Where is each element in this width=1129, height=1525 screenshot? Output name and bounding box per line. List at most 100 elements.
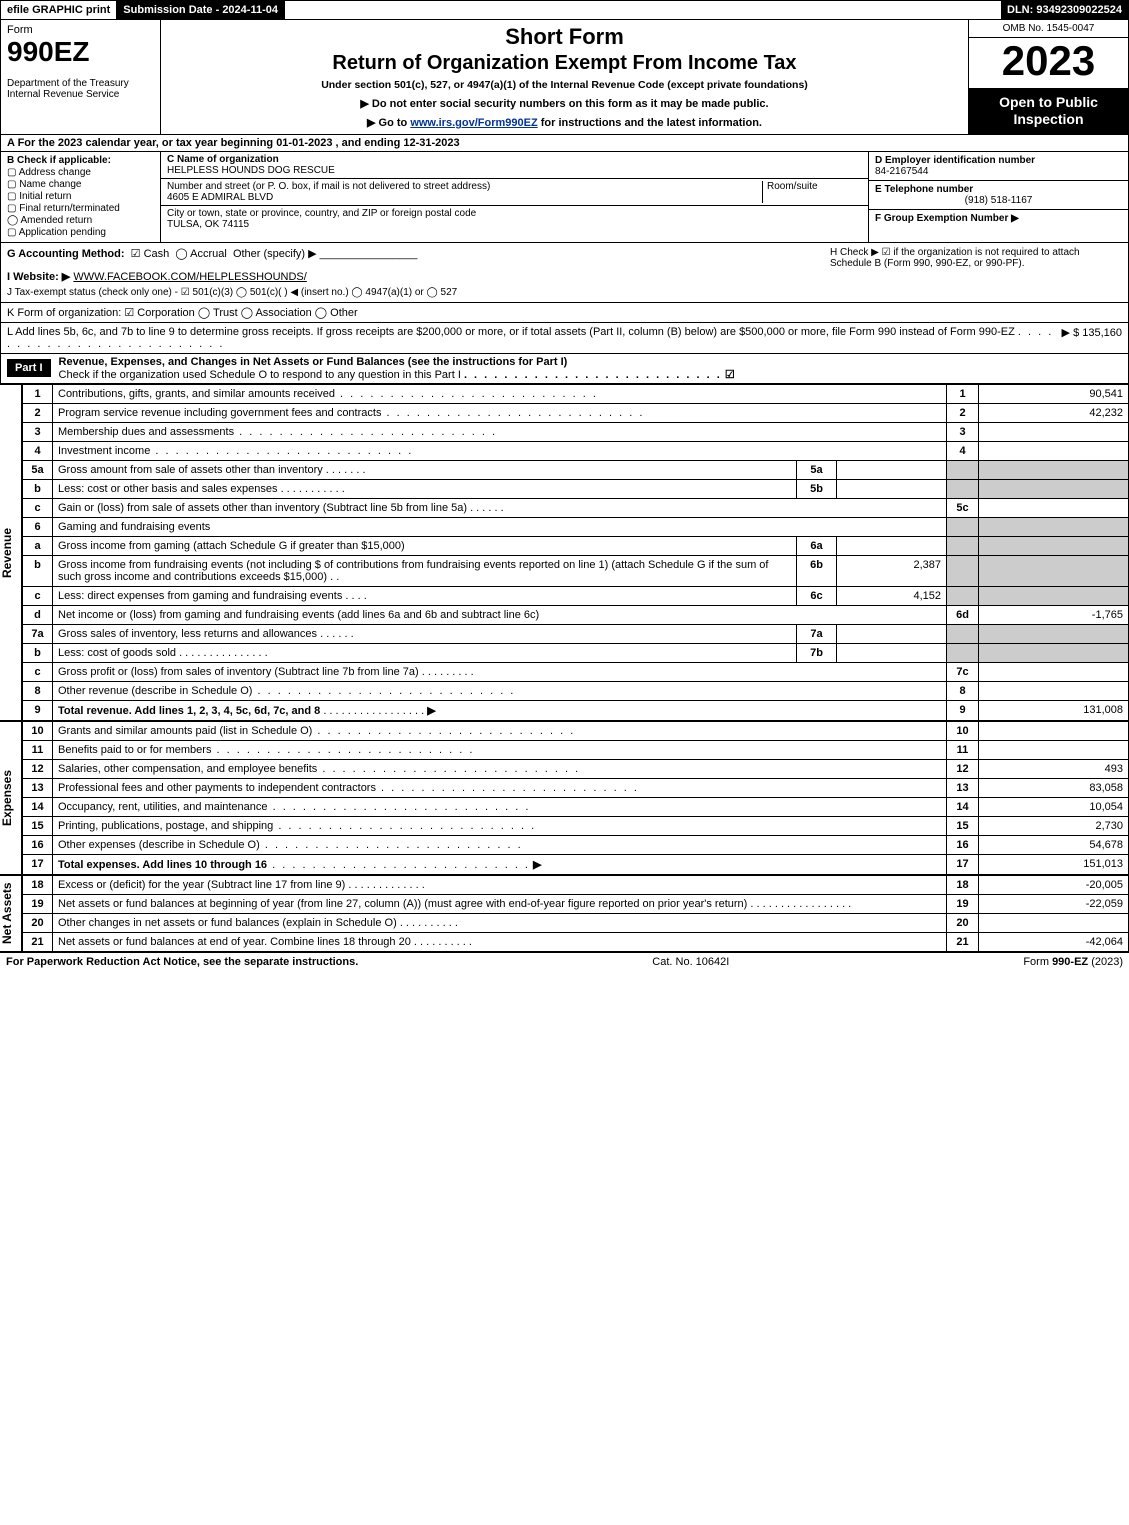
check-application-pending[interactable]: ▢ Application pending xyxy=(7,227,154,238)
line-18: 18Excess or (deficit) for the year (Subt… xyxy=(23,875,1129,894)
header-right: OMB No. 1545-0047 2023 Open to Public In… xyxy=(968,20,1128,134)
d-ein-row: D Employer identification number 84-2167… xyxy=(869,152,1128,181)
g-other: Other (specify) ▶ xyxy=(233,248,317,260)
expenses-table: 10Grants and similar amounts paid (list … xyxy=(22,721,1129,875)
netassets-side-label: Net Assets xyxy=(0,875,22,952)
col-b-checkboxes: B Check if applicable: ▢ Address change … xyxy=(1,152,161,242)
line-14: 14Occupancy, rent, utilities, and mainte… xyxy=(23,797,1129,816)
form-header: Form 990EZ Department of the Treasury In… xyxy=(0,20,1129,135)
line-17: 17Total expenses. Add lines 10 through 1… xyxy=(23,854,1129,874)
line-10: 10Grants and similar amounts paid (list … xyxy=(23,721,1129,740)
f-label: F Group Exemption Number ▶ xyxy=(875,213,1019,224)
line-6a: aGross income from gaming (attach Schedu… xyxy=(23,536,1129,555)
line-2: 2Program service revenue including gover… xyxy=(23,403,1129,422)
efile-label: efile GRAPHIC print xyxy=(1,1,117,19)
irs-label: Internal Revenue Service xyxy=(7,89,154,100)
line-19: 19Net assets or fund balances at beginni… xyxy=(23,894,1129,913)
header-center: Short Form Return of Organization Exempt… xyxy=(161,20,968,134)
col-c-org-info: C Name of organization HELPLESS HOUNDS D… xyxy=(161,152,868,242)
j-tax-exempt: J Tax-exempt status (check only one) - ☑… xyxy=(7,287,822,298)
revenue-side-label: Revenue xyxy=(0,384,22,721)
irs-link[interactable]: www.irs.gov/Form990EZ xyxy=(410,117,537,129)
section-g-h: G Accounting Method: ☑ Cash ◯ Accrual Ot… xyxy=(0,243,1129,303)
c-city-row: City or town, state or province, country… xyxy=(161,206,868,232)
footer-mid: Cat. No. 10642I xyxy=(652,956,729,968)
check-amended-return[interactable]: ◯ Amended return xyxy=(7,215,154,226)
goto-post: for instructions and the latest informat… xyxy=(538,117,762,129)
line-4: 4Investment income4 xyxy=(23,441,1129,460)
part1-title: Revenue, Expenses, and Changes in Net As… xyxy=(59,356,1122,381)
l-amount: ▶ $ 135,160 xyxy=(1062,326,1122,339)
e-phone-row: E Telephone number (918) 518-1167 xyxy=(869,181,1128,210)
g-accrual: Accrual xyxy=(190,248,227,260)
check-address-change[interactable]: ▢ Address change xyxy=(7,167,154,178)
submission-date: Submission Date - 2024-11-04 xyxy=(117,1,285,19)
line-12: 12Salaries, other compensation, and empl… xyxy=(23,759,1129,778)
open-public-box: Open to Public Inspection xyxy=(969,88,1128,134)
h-check: H Check ▶ ☑ if the organization is not r… xyxy=(822,247,1122,298)
revenue-table: 1Contributions, gifts, grants, and simil… xyxy=(22,384,1129,721)
form-word: Form xyxy=(7,24,154,36)
omb-number: OMB No. 1545-0047 xyxy=(969,20,1128,38)
top-spacer xyxy=(285,1,1001,19)
info-grid: B Check if applicable: ▢ Address change … xyxy=(0,152,1129,243)
form-number: 990EZ xyxy=(7,36,154,68)
line-11: 11Benefits paid to or for members11 xyxy=(23,740,1129,759)
city-label: City or town, state or province, country… xyxy=(167,208,476,219)
line-16: 16Other expenses (describe in Schedule O… xyxy=(23,835,1129,854)
footer-right: Form 990-EZ (2023) xyxy=(1023,956,1123,968)
line-13: 13Professional fees and other payments t… xyxy=(23,778,1129,797)
g-left: G Accounting Method: ☑ Cash ◯ Accrual Ot… xyxy=(7,247,822,298)
line-6c: cLess: direct expenses from gaming and f… xyxy=(23,586,1129,605)
row-a-text: A For the 2023 calendar year, or tax yea… xyxy=(7,137,460,149)
page-footer: For Paperwork Reduction Act Notice, see … xyxy=(0,952,1129,971)
line-5b: bLess: cost or other basis and sales exp… xyxy=(23,479,1129,498)
line-7a: 7aGross sales of inventory, less returns… xyxy=(23,624,1129,643)
g-accounting: G Accounting Method: ☑ Cash ◯ Accrual Ot… xyxy=(7,247,822,260)
g-label: G Accounting Method: xyxy=(7,248,125,260)
line-5c: cGain or (loss) from sale of assets othe… xyxy=(23,498,1129,517)
check-initial-return[interactable]: ▢ Initial return xyxy=(7,191,154,202)
line-6d: dNet income or (loss) from gaming and fu… xyxy=(23,605,1129,624)
line-15: 15Printing, publications, postage, and s… xyxy=(23,816,1129,835)
revenue-section: Revenue 1Contributions, gifts, grants, a… xyxy=(0,384,1129,721)
dept-treasury: Department of the Treasury xyxy=(7,78,154,89)
title-return: Return of Organization Exempt From Incom… xyxy=(169,52,960,75)
line-7b: bLess: cost of goods sold . . . . . . . … xyxy=(23,643,1129,662)
net-assets-section: Net Assets 18Excess or (deficit) for the… xyxy=(0,875,1129,952)
line-3: 3Membership dues and assessments3 xyxy=(23,422,1129,441)
dln-label: DLN: 93492309022524 xyxy=(1001,1,1128,19)
l-gross-receipts: L Add lines 5b, 6c, and 7b to line 9 to … xyxy=(0,323,1129,354)
room-suite: Room/suite xyxy=(762,181,862,203)
g-cash: Cash xyxy=(144,248,170,260)
org-name: HELPLESS HOUNDS DOG RESCUE xyxy=(167,165,335,176)
line-9: 9Total revenue. Add lines 1, 2, 3, 4, 5c… xyxy=(23,700,1129,720)
tax-year: 2023 xyxy=(969,38,1128,88)
instruct-goto: ▶ Go to www.irs.gov/Form990EZ for instru… xyxy=(169,116,960,129)
c-addr-row: Number and street (or P. O. box, if mail… xyxy=(161,179,868,206)
line-1: 1Contributions, gifts, grants, and simil… xyxy=(23,384,1129,403)
instruct-ssn: ▶ Do not enter social security numbers o… xyxy=(169,97,960,110)
line-5a: 5aGross amount from sale of assets other… xyxy=(23,460,1129,479)
part1-header-row: Part I Revenue, Expenses, and Changes in… xyxy=(0,354,1129,384)
website-value[interactable]: WWW.FACEBOOK.COM/HELPLESSHOUNDS/ xyxy=(73,271,306,283)
k-form-org: K Form of organization: ☑ Corporation ◯ … xyxy=(0,303,1129,323)
d-label: D Employer identification number xyxy=(875,155,1035,166)
line-20: 20Other changes in net assets or fund ba… xyxy=(23,913,1129,932)
line-21: 21Net assets or fund balances at end of … xyxy=(23,932,1129,951)
header-left: Form 990EZ Department of the Treasury In… xyxy=(1,20,161,134)
check-name-change[interactable]: ▢ Name change xyxy=(7,179,154,190)
goto-pre: ▶ Go to xyxy=(367,117,410,129)
part1-check: Check if the organization used Schedule … xyxy=(59,369,461,381)
e-label: E Telephone number xyxy=(875,184,973,195)
row-a-tax-year: A For the 2023 calendar year, or tax yea… xyxy=(0,135,1129,152)
check-final-return[interactable]: ▢ Final return/terminated xyxy=(7,203,154,214)
expenses-side-label: Expenses xyxy=(0,721,22,875)
part1-label: Part I xyxy=(7,359,51,377)
phone-value: (918) 518-1167 xyxy=(875,195,1122,206)
f-group-row: F Group Exemption Number ▶ xyxy=(869,210,1128,227)
i-label: I Website: ▶ xyxy=(7,271,70,283)
org-addr: 4605 E ADMIRAL BLVD xyxy=(167,192,273,203)
c-name-row: C Name of organization HELPLESS HOUNDS D… xyxy=(161,152,868,179)
c-label: C Name of organization xyxy=(167,154,279,165)
